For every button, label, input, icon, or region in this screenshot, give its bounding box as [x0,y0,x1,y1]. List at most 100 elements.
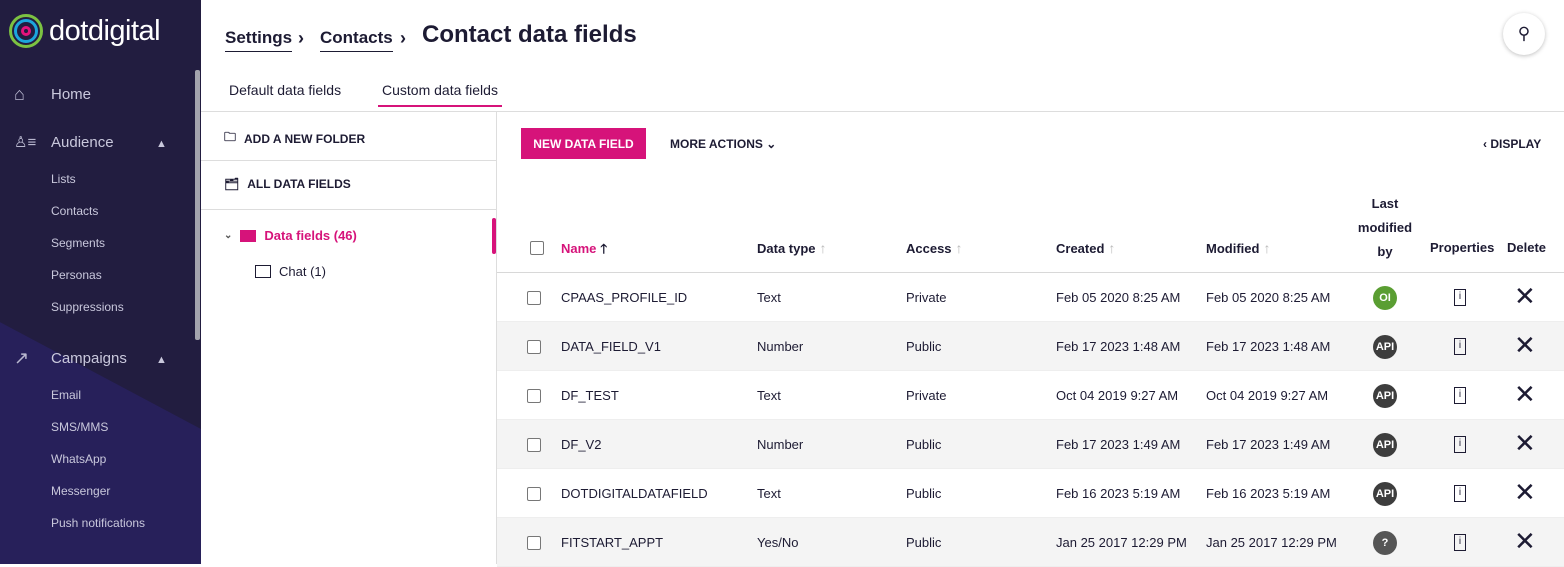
delete-icon[interactable]: ✕ [1514,477,1536,507]
table-row: FITSTART_APPT Yes/No Public Jan 25 2017 … [497,518,1564,567]
field-access: Public [906,486,942,501]
column-created[interactable]: Created ↑ [1056,240,1116,256]
nav-contacts[interactable]: Contacts [51,204,99,218]
logo-mark-icon [9,14,43,48]
table-row: DOTDIGITALDATAFIELD Text Public Feb 16 2… [497,469,1564,518]
field-modified: Feb 05 2020 8:25 AM [1206,290,1331,305]
field-name[interactable]: DATA_FIELD_V1 [561,339,661,354]
column-data-type[interactable]: Data type ↑ [757,240,827,256]
field-type: Text [757,388,781,403]
sidebar: dotdigital ⌂ Home ♙≡ Audience ▲ Lists Co… [0,0,201,564]
tab-custom-data-fields[interactable]: Custom data fields [378,82,502,107]
field-name[interactable]: DF_TEST [561,388,619,403]
delete-icon[interactable]: ✕ [1514,330,1536,360]
column-properties: Properties [1430,240,1495,255]
properties-icon[interactable]: i [1454,289,1466,306]
field-name[interactable]: CPAAS_PROFILE_ID [561,290,688,305]
home-icon: ⌂ [14,84,25,104]
chevron-down-icon[interactable]: ⌄ [224,230,233,241]
nav-messenger[interactable]: Messenger [51,484,111,498]
delete-icon[interactable]: ✕ [1514,379,1536,409]
properties-icon[interactable]: i [1454,436,1466,453]
field-name[interactable]: DOTDIGITALDATAFIELD [561,486,708,501]
nav-push[interactable]: Push notifications [51,516,146,530]
all-data-fields-button[interactable]: 🗂 ALL DATA FIELDS [224,177,351,191]
properties-icon[interactable]: i [1454,534,1466,551]
add-folder-label: ADD A NEW FOLDER [244,131,366,146]
chevron-up-icon[interactable]: ▲ [156,138,167,150]
folder-icon [240,229,257,242]
breadcrumb-contacts[interactable]: Contacts [320,28,393,52]
nav-suppressions[interactable]: Suppressions [51,300,124,314]
sort-arrow-icon: ↑ [819,240,827,256]
row-checkbox[interactable] [527,438,541,452]
column-name[interactable]: Name 🡑 [561,241,608,256]
display-button[interactable]: ‹ DISPLAY [1483,137,1541,151]
new-data-field-button[interactable]: NEW DATA FIELD [521,128,646,159]
field-access: Public [906,535,942,550]
field-name[interactable]: DF_V2 [561,437,602,452]
folder-data-fields[interactable]: ⌄ Data fields (46) [224,228,357,243]
campaigns-icon: ↗ [14,348,30,368]
more-actions-button[interactable]: MORE ACTIONS ⌄ [670,137,776,151]
field-created: Feb 05 2020 8:25 AM [1056,290,1181,305]
row-checkbox[interactable] [527,389,541,403]
nav-whatsapp[interactable]: WhatsApp [51,452,107,466]
properties-icon[interactable]: i [1454,387,1466,404]
column-access[interactable]: Access ↑ [906,240,963,256]
nav-home[interactable]: Home [51,86,92,103]
search-button[interactable]: ⚲ [1503,13,1545,55]
column-delete: Delete [1507,240,1547,255]
sort-arrow-icon: 🡑 [600,241,608,256]
delete-icon[interactable]: ✕ [1514,526,1536,556]
tab-default-data-fields[interactable]: Default data fields [229,82,342,98]
nav-personas[interactable]: Personas [51,268,102,282]
row-checkbox[interactable] [527,487,541,501]
sidebar-scrollbar[interactable] [195,70,200,340]
field-access: Public [906,339,942,354]
field-access: Private [906,290,947,305]
delete-icon[interactable]: ✕ [1514,428,1536,458]
field-created: Jan 25 2017 12:29 PM [1056,535,1187,550]
field-access: Private [906,388,947,403]
chevron-left-icon: ‹ [1483,137,1487,151]
logo[interactable]: dotdigital [9,14,161,48]
sort-arrow-icon: ↑ [955,240,963,256]
all-data-fields-label: ALL DATA FIELDS [247,177,351,191]
field-type: Number [757,339,804,354]
nav-audience[interactable]: Audience [51,134,114,151]
column-last-modified-by: Last modified by [1357,196,1413,259]
row-checkbox[interactable] [527,536,541,550]
add-folder-button[interactable]: 🗀 ADD A NEW FOLDER [224,128,365,149]
logo-text: dotdigital [49,14,161,47]
folder-plus-icon: 🗀 [224,130,237,144]
page-title: Contact data fields [422,21,637,48]
nav-campaigns[interactable]: Campaigns [51,350,127,367]
field-type: Number [757,437,804,452]
field-modified: Feb 17 2023 1:49 AM [1206,437,1331,452]
sort-arrow-icon: ↑ [1108,240,1116,256]
properties-icon[interactable]: i [1454,338,1466,355]
row-checkbox[interactable] [527,340,541,354]
field-modified: Jan 25 2017 12:29 PM [1206,535,1337,550]
field-modified: Feb 16 2023 5:19 AM [1206,486,1331,501]
modified-by-avatar: API [1373,482,1397,506]
delete-icon[interactable]: ✕ [1514,281,1536,311]
modified-by-avatar: ? [1373,531,1397,555]
table-row: DF_TEST Text Private Oct 04 2019 9:27 AM… [497,371,1564,420]
folder-chat[interactable]: Chat (1) [255,264,326,279]
field-name[interactable]: FITSTART_APPT [561,535,664,550]
breadcrumb-settings[interactable]: Settings [225,28,293,52]
nav-lists[interactable]: Lists [51,172,76,186]
nav-sms[interactable]: SMS/MMS [51,420,109,434]
properties-icon[interactable]: i [1454,485,1466,502]
nav-email[interactable]: Email [51,388,82,402]
row-checkbox[interactable] [527,291,541,305]
chevron-up-icon[interactable]: ▲ [156,354,167,366]
select-all-checkbox[interactable] [530,241,544,255]
display-label: DISPLAY [1490,137,1542,151]
column-modified[interactable]: Modified ↑ [1206,240,1271,256]
modified-by-avatar: API [1373,384,1397,408]
nav-segments[interactable]: Segments [51,236,106,250]
sort-arrow-icon: ↑ [1263,240,1271,256]
